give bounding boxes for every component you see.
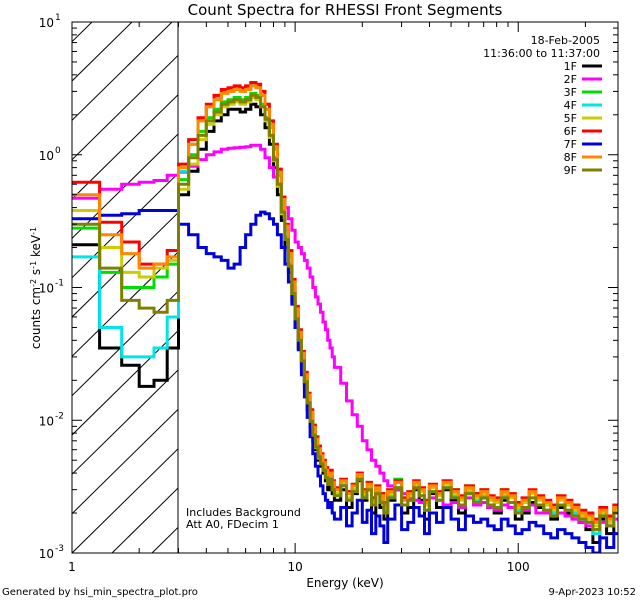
legend-label-4F: 4F (564, 99, 577, 112)
series-8F (72, 84, 618, 524)
chart-title: Count Spectra for RHESSI Front Segments (188, 1, 503, 19)
time-range-label: 11:36:00 to 11:37:00 (483, 47, 600, 60)
y-tick-exponent: -3 (55, 544, 64, 554)
attenuator-hatch-region (0, 22, 178, 553)
annotation-attenuator: Att A0, FDecim 1 (186, 518, 279, 531)
legend-label-2F: 2F (564, 73, 577, 86)
legend-label-6F: 6F (564, 125, 577, 138)
series-6F (72, 81, 618, 521)
hatch-line (0, 22, 12, 553)
x-tick-label: 100 (507, 560, 530, 574)
x-axis-label: Energy (keV) (306, 576, 383, 590)
y-tick-label: 10 (39, 547, 54, 561)
hatch-line (72, 22, 173, 122)
series-9F (72, 93, 618, 532)
series-1F (72, 102, 618, 544)
x-tick-label: 1 (68, 560, 76, 574)
hatch-line (72, 212, 178, 318)
hatch-line (72, 22, 133, 82)
series-7F (72, 209, 618, 553)
hatch-line (72, 408, 178, 515)
annotation-background: Includes Background (186, 506, 301, 519)
legend-label-1F: 1F (564, 60, 577, 73)
legend-label-9F: 9F (564, 164, 577, 177)
series-layer (72, 81, 618, 553)
y-tick-label: 10 (39, 149, 54, 163)
footer-generated-by: Generated by hsi_min_spectra_plot.pro (2, 587, 198, 598)
y-tick-label: 10 (39, 414, 54, 428)
legend-label-5F: 5F (564, 112, 577, 125)
y-tick-exponent: 1 (55, 13, 61, 23)
y-axis-label: counts cm-2 s-1 keV-1 (29, 227, 44, 349)
hatch-line (72, 54, 178, 161)
y-tick-exponent: 0 (55, 146, 61, 156)
date-label: 18-Feb-2005 (531, 34, 600, 47)
hatch-line (72, 369, 178, 476)
hatch-line (111, 487, 178, 553)
y-tick-exponent: -1 (55, 279, 64, 289)
legend-label-7F: 7F (564, 138, 577, 151)
legend-label-8F: 8F (564, 151, 577, 164)
y-tick-label: 10 (39, 16, 54, 30)
hatch-line (72, 94, 178, 200)
y-tick-label: 10 (39, 282, 54, 296)
legend-label-3F: 3F (564, 86, 577, 99)
y-tick-exponent: -2 (55, 411, 64, 421)
x-tick-label: 10 (287, 560, 302, 574)
footer-timestamp: 9-Apr-2023 10:52 (549, 587, 636, 598)
hatch-line (72, 448, 178, 553)
